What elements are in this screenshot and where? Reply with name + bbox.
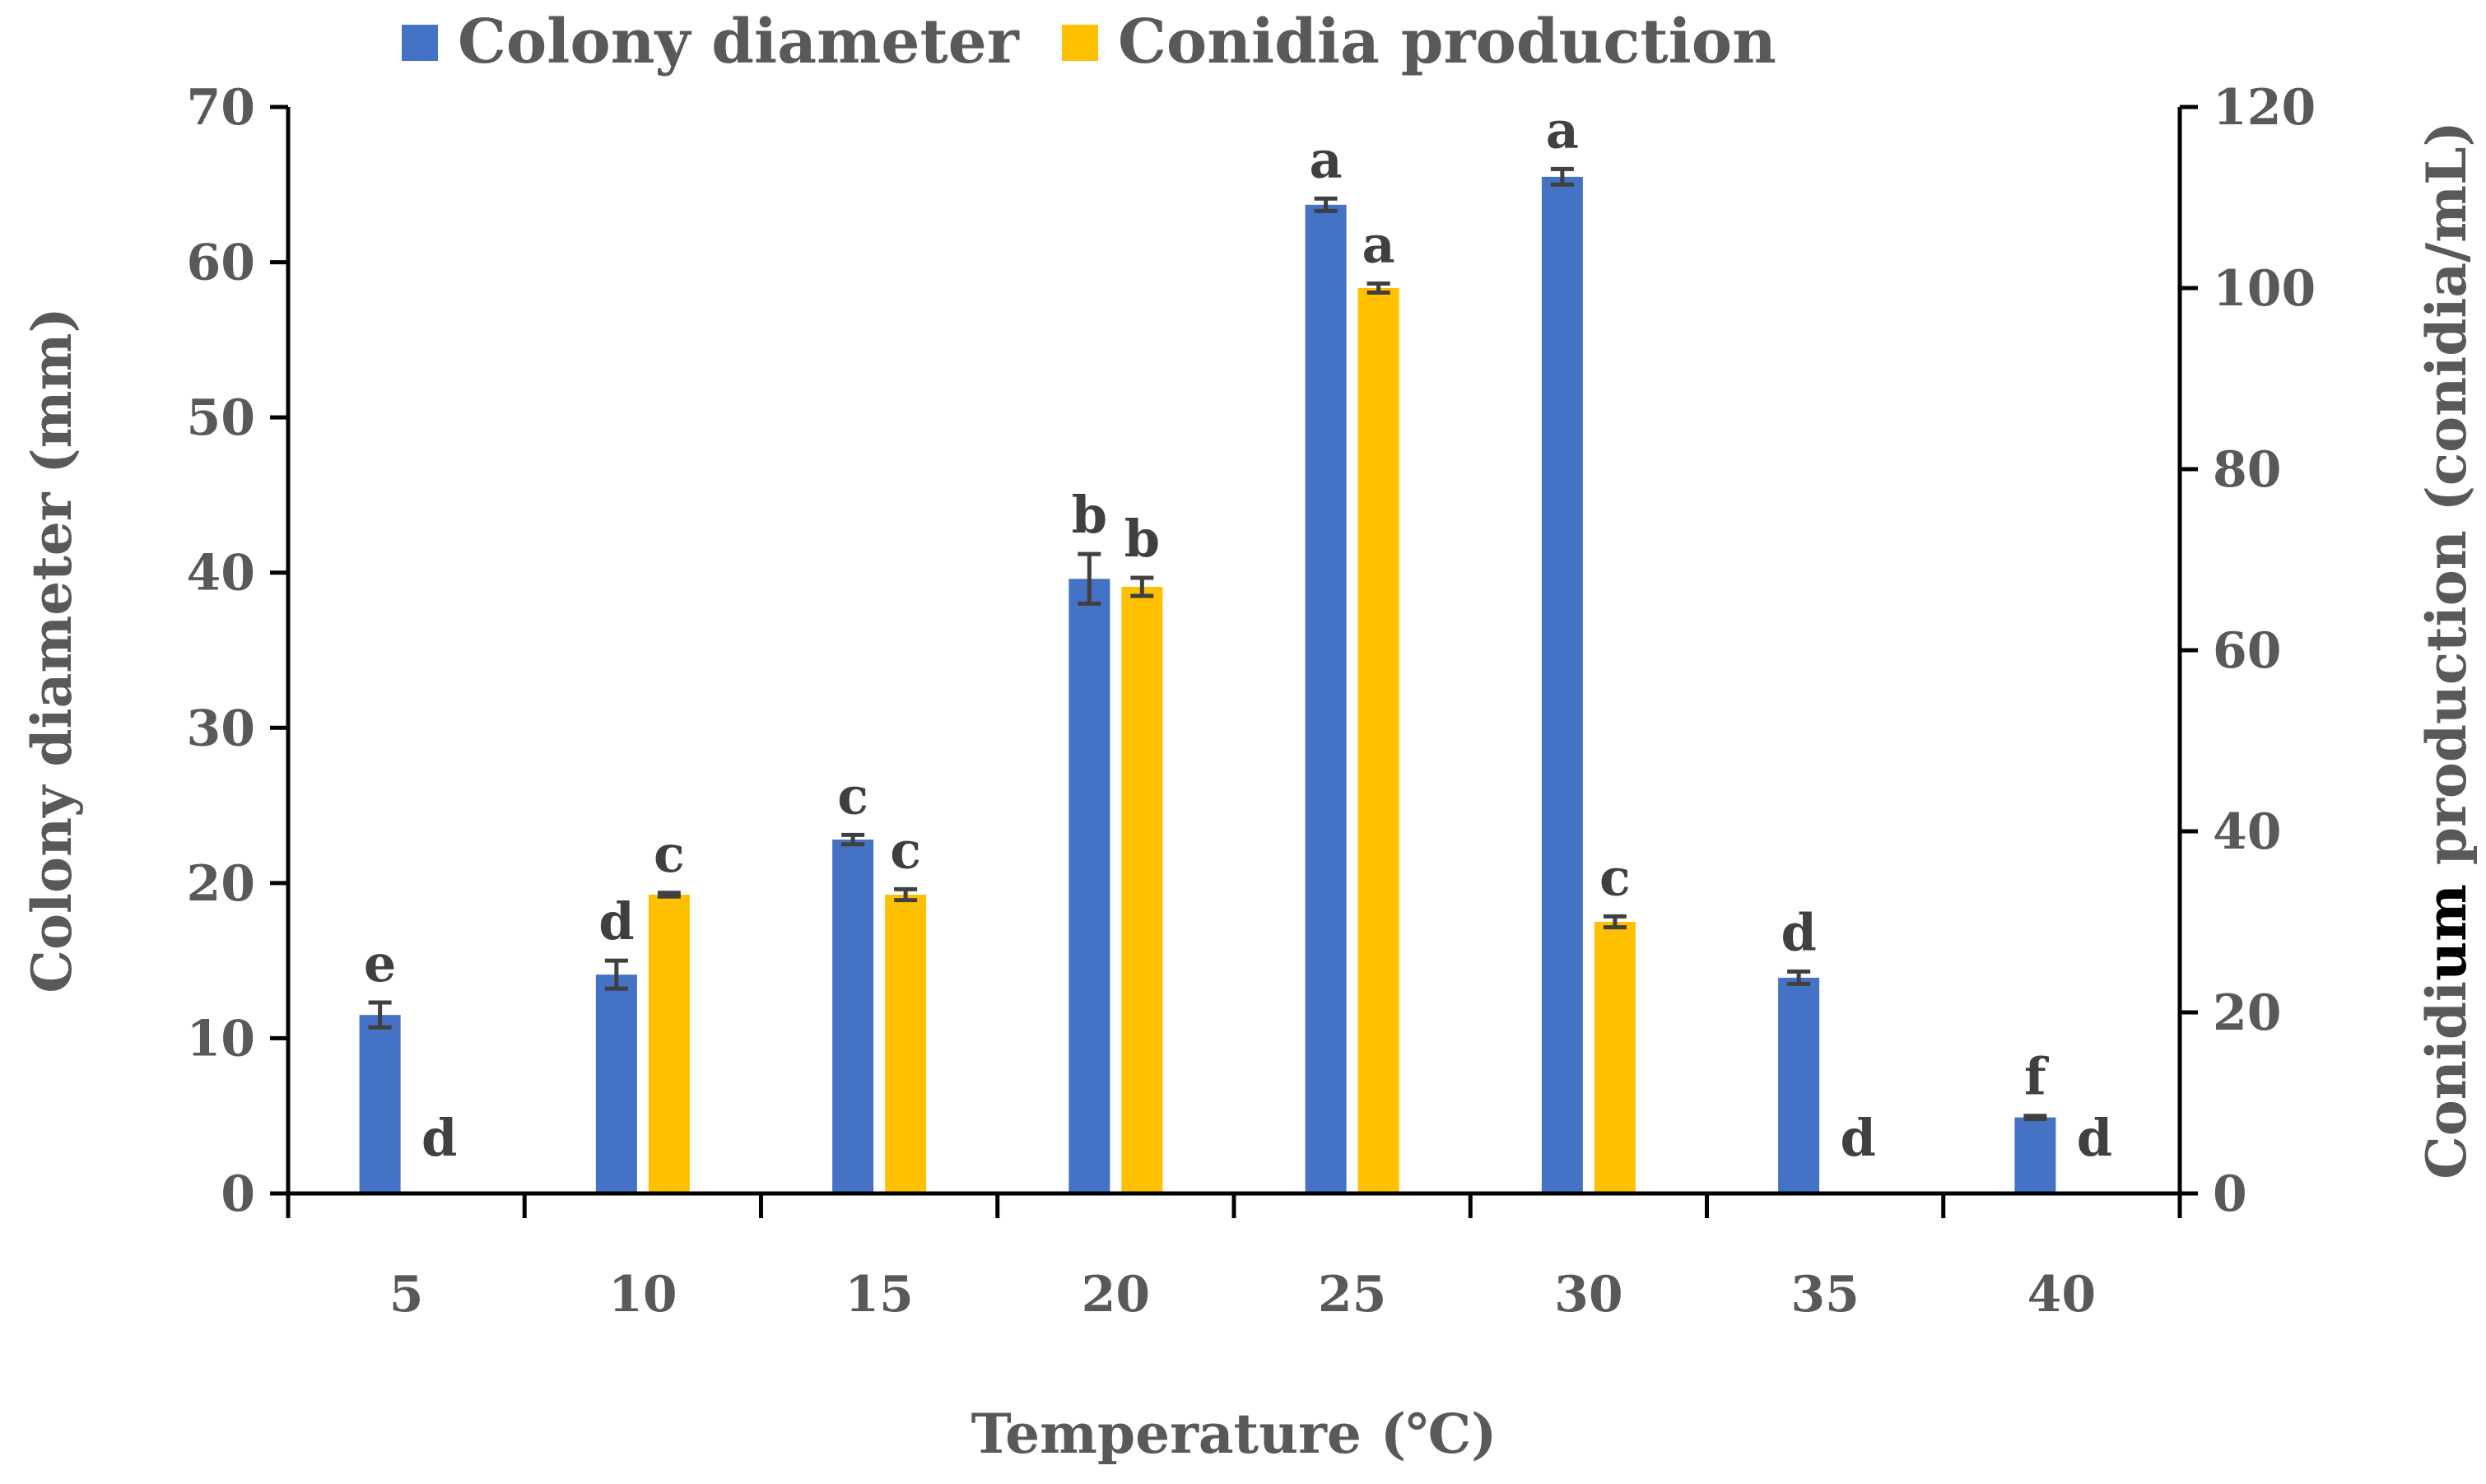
left-tick-label: 50 xyxy=(187,389,256,447)
legend: Colony diameter Conidia production xyxy=(402,7,1776,77)
colony-bar-15 xyxy=(832,840,874,1193)
x-tick-label-20: 20 xyxy=(1082,1266,1151,1324)
colony-error-bar-15 xyxy=(841,832,865,847)
conidia-error-bar-20 xyxy=(1130,575,1154,598)
legend-label-colony: Colony diameter xyxy=(458,7,1020,77)
conidia-error-bar-25 xyxy=(1366,281,1390,295)
colony-error-bar-20 xyxy=(1078,551,1101,606)
conidia-error-bar-10 xyxy=(657,891,681,899)
right-tick-label: 60 xyxy=(2213,622,2282,680)
axes xyxy=(270,105,2198,1218)
colony-sig-label-10: d xyxy=(598,891,634,951)
colony-bar-30 xyxy=(1541,176,1583,1193)
legend-swatch-colony xyxy=(402,25,438,61)
right-tick-label: 80 xyxy=(2213,441,2282,499)
left-tick-label: 0 xyxy=(221,1165,255,1223)
colony-bar-10 xyxy=(595,975,637,1193)
colony-bar-40 xyxy=(2014,1117,2056,1193)
left-tick-label: 40 xyxy=(187,545,256,602)
x-tick-label-15: 15 xyxy=(845,1266,914,1324)
colony-sig-label-25: a xyxy=(1310,129,1343,189)
right-y-axis-title-part: Conidi xyxy=(2414,981,2479,1179)
left-y-axis-title: Colony diameter (mm) xyxy=(20,307,84,993)
right-tick-label: 120 xyxy=(2213,79,2316,137)
conidia-sig-label-15: c xyxy=(890,820,921,880)
x-tick-label-30: 30 xyxy=(1554,1266,1623,1324)
colony-bar-25 xyxy=(1305,204,1347,1193)
colony-error-bar-25 xyxy=(1314,196,1338,213)
colony-sig-label-20: b xyxy=(1072,485,1107,545)
right-y-axis-title-part: production (conidia/mL) xyxy=(2414,121,2479,884)
colony-sig-label-30: a xyxy=(1546,100,1579,160)
x-tick-label-25: 25 xyxy=(1318,1266,1387,1324)
x-tick-label-40: 40 xyxy=(2027,1266,2097,1324)
colony-error-bar-30 xyxy=(1550,166,1574,187)
x-tick-label-5: 5 xyxy=(389,1266,424,1324)
bars xyxy=(359,176,2056,1193)
right-tick-label: 20 xyxy=(2213,984,2282,1042)
x-tick-label-10: 10 xyxy=(608,1266,677,1324)
conidia-sig-label-10: c xyxy=(654,824,685,884)
error-bars xyxy=(368,166,2047,1121)
conidia-bar-10 xyxy=(648,895,690,1193)
conidia-bar-20 xyxy=(1121,587,1163,1193)
conidia-sig-label-5: d xyxy=(421,1108,457,1168)
x-tick-label-35: 35 xyxy=(1790,1266,1860,1324)
legend-label-conidia: Conidia production xyxy=(1118,7,1776,77)
axis-titles: Temperature (℃) Colony diameter (mm) Conid… xyxy=(20,121,2479,1466)
right-y-axis-title-part: um xyxy=(2414,884,2479,981)
left-tick-label: 70 xyxy=(187,79,256,137)
right-y-axis-title: Conidium production (conidia/mL) xyxy=(2414,121,2479,1179)
conidia-sig-label-30: c xyxy=(1599,847,1631,907)
conidia-bar-25 xyxy=(1357,288,1399,1193)
right-tick-label: 0 xyxy=(2213,1165,2247,1223)
colony-error-bar-10 xyxy=(604,958,628,991)
right-tick-label: 100 xyxy=(2213,260,2316,318)
right-tick-label: 40 xyxy=(2213,803,2282,861)
legend-swatch-conidia xyxy=(1062,25,1098,61)
conidia-sig-label-35: d xyxy=(1840,1108,1875,1168)
colony-sig-label-5: e xyxy=(364,933,396,993)
left-tick-label: 60 xyxy=(187,235,256,292)
left-tick-label: 10 xyxy=(187,1010,256,1068)
left-tick-label: 30 xyxy=(187,700,256,757)
conidia-sig-label-20: b xyxy=(1124,509,1160,569)
conidia-bar-15 xyxy=(885,895,927,1193)
colony-bar-35 xyxy=(1778,977,1820,1193)
colony-bar-5 xyxy=(359,1015,401,1193)
conidia-sig-label-25: a xyxy=(1362,215,1395,275)
conidia-sig-label-40: d xyxy=(2077,1108,2112,1168)
conidia-error-bar-30 xyxy=(1603,914,1627,930)
colony-sig-label-35: d xyxy=(1781,902,1816,962)
colony-bar-20 xyxy=(1068,579,1110,1193)
colony-sig-label-15: c xyxy=(837,765,868,826)
conidia-bar-30 xyxy=(1594,922,1636,1193)
tick-labels: 0 10 20 30 40 50 60 70 0 20 40 60 80 100 120 5 10 15 20 25 3… xyxy=(187,79,2316,1324)
conidia-error-bar-15 xyxy=(894,886,918,903)
colony-error-bar-40 xyxy=(2023,1114,2047,1121)
x-axis-title: Temperature (℃) xyxy=(971,1402,1497,1466)
colony-error-bar-5 xyxy=(368,1000,392,1030)
left-tick-label: 20 xyxy=(187,855,256,913)
colony-error-bar-35 xyxy=(1787,969,1811,986)
colony-sig-label-40: f xyxy=(2024,1047,2049,1107)
